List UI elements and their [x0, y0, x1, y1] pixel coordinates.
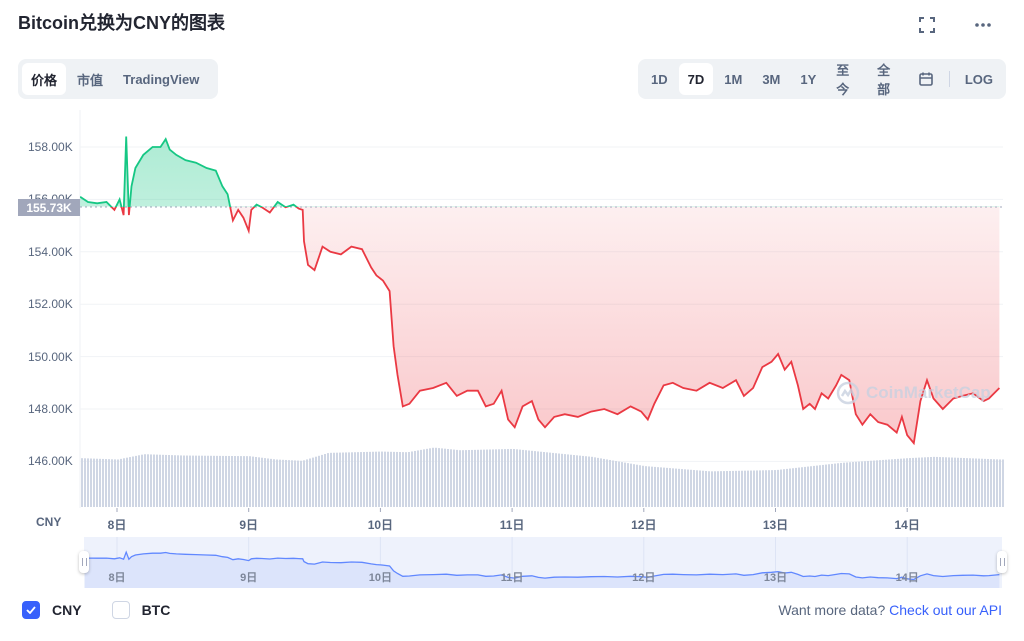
navigator-right-handle[interactable] — [997, 551, 1007, 573]
api-prompt-text: Want more data? — [778, 602, 886, 618]
more-dots-icon[interactable] — [972, 14, 994, 36]
calendar-icon[interactable] — [909, 63, 943, 95]
x-axis-ticks — [116, 508, 908, 512]
checkbox-btc[interactable]: BTC — [111, 601, 171, 619]
price-line-up — [80, 136, 299, 207]
coinmarketcap-logo-icon — [836, 381, 860, 405]
range-1m[interactable]: 1M — [724, 71, 743, 87]
chart-footer: CNY BTC Want more data? Check out our AP… — [22, 601, 1002, 619]
y-axis-label: 146.00K — [28, 454, 73, 469]
axis-currency-label: CNY — [36, 515, 62, 529]
volume-bars — [81, 447, 1004, 507]
x-axis-label: 9日 — [239, 518, 259, 532]
fullscreen-icon[interactable] — [916, 14, 938, 36]
navigator-label: 11日 — [500, 572, 524, 584]
range-all[interactable]: 全部 — [877, 63, 891, 97]
checkbox-cny[interactable]: CNY — [22, 601, 82, 619]
header-actions — [916, 14, 994, 36]
navigator-left-handle[interactable] — [79, 551, 89, 573]
range-1y[interactable]: 1Y — [800, 71, 817, 87]
range-tabs: 1D 7D 1M 3M 1Y 至今 全部 LOG — [638, 59, 1006, 99]
navigator-label: 9日 — [240, 572, 258, 584]
coinmarketcap-watermark: CoinMarketCap — [836, 381, 991, 405]
navigator-line — [84, 550, 1000, 581]
price-line-down — [110, 207, 1001, 446]
x-axis-label: 14日 — [894, 518, 920, 532]
y-axis-label: 152.00K — [28, 297, 73, 312]
y-axis-label: 148.00K — [28, 402, 73, 416]
x-axis-label: 10日 — [367, 518, 394, 532]
range-7d[interactable]: 7D — [678, 63, 714, 95]
navigator-label: 10日 — [368, 572, 393, 584]
navigator-label: 13日 — [763, 572, 788, 584]
x-axis-label: 12日 — [631, 518, 657, 532]
y-axis-label: 150.00K — [28, 349, 73, 364]
navigator-label: 14日 — [895, 572, 919, 584]
x-axis-label: 8日 — [107, 518, 127, 532]
current-price-tag: 155.73K — [18, 199, 80, 216]
api-link[interactable]: Check out our API — [889, 602, 1002, 618]
navigator-label: 8日 — [108, 572, 126, 584]
x-axis-label: 13日 — [762, 518, 789, 532]
navigator-area — [85, 552, 1000, 588]
checkbox-empty-icon[interactable] — [111, 601, 130, 619]
range-ytd[interactable]: 至今 — [836, 63, 850, 97]
checkbox-cny-label: CNY — [52, 602, 82, 618]
range-1d[interactable]: 1D — [651, 71, 668, 87]
range-3m[interactable]: 3M — [762, 71, 781, 87]
y-axis-label: 158.00K — [28, 140, 73, 154]
navigator-label: 12日 — [632, 572, 656, 584]
checkbox-btc-label: BTC — [141, 602, 171, 618]
checkbox-checked-icon[interactable] — [22, 601, 40, 619]
log-toggle[interactable]: LOG — [964, 71, 993, 87]
tab-price[interactable]: 价格 — [22, 63, 67, 95]
y-axis-label: 154.00K — [28, 244, 73, 259]
x-axis-label: 11日 — [499, 518, 525, 532]
tab-tradingview[interactable]: TradingView — [123, 71, 200, 87]
api-promo: Want more data? Check out our API — [778, 602, 1002, 618]
divider — [949, 71, 950, 87]
view-tabs: 价格 市值 TradingView — [18, 59, 218, 99]
tab-market-cap[interactable]: 市值 — [77, 72, 104, 88]
page-title: Bitcoin兑换为CNY的图表 — [18, 13, 225, 33]
